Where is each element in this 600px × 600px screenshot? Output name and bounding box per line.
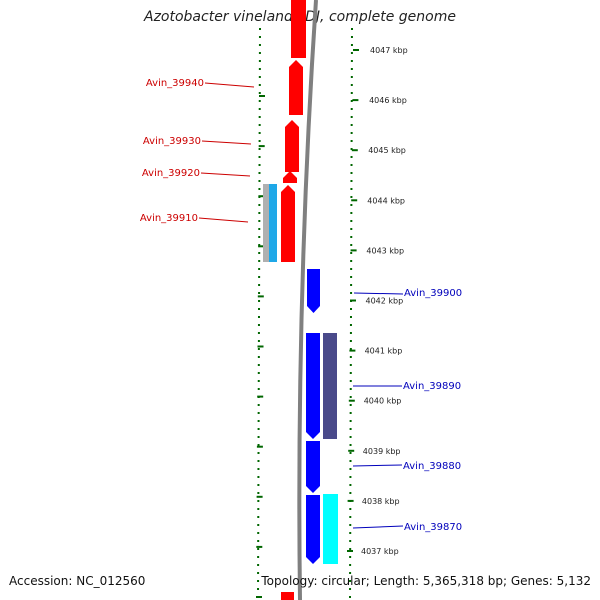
gene-label-avin-39900[interactable]: Avin_39900 [404,288,462,299]
cyan-feature [323,494,338,564]
reverse-strand-features [306,269,338,564]
leader-avin-39940 [204,82,255,88]
kbp-tick-label: 4043 kbp [366,246,404,255]
leader-avin-39870 [352,525,404,529]
forward-cds-avin-39930 [285,120,299,172]
leader-avin-39910 [198,217,249,223]
forward-strand-features [281,0,306,600]
gene-label-avin-39870[interactable]: Avin_39870 [404,522,462,533]
kbp-tick-label: 4037 kbp [361,547,399,556]
reverse-cds-avin-39890 [306,333,320,439]
accession-text: Accession: NC_012560 [9,574,146,588]
kbp-tick-label: 4040 kbp [364,397,402,406]
reverse-cds-avin-39900 [307,269,320,313]
left-track-features [263,184,277,262]
ruler-tick-marks [256,95,265,598]
kbp-tick-label: 4042 kbp [366,297,404,306]
leader-avin-39920 [200,172,251,177]
kbp-tick-label: 4038 kbp [362,497,400,506]
forward-cds-top [291,0,306,58]
left-dotted-ruler [257,27,261,599]
light-blue-feature [269,184,277,262]
reverse-cds-avin-39870 [306,495,320,564]
dark-slate-feature [323,333,337,439]
grey-feature [263,184,269,262]
forward-cds-bottom [281,592,294,600]
forward-gene-labels: Avin_39940 Avin_39930 Avin_39920 Avin_39… [140,78,255,224]
leader-avin-39930 [201,140,252,145]
leader-avin-39900 [353,292,404,295]
genome-backbone [297,0,318,600]
gene-label-avin-39890[interactable]: Avin_39890 [403,381,461,392]
gene-label-avin-39920[interactable]: Avin_39920 [142,168,200,179]
kbp-tick-label: 4046 kbp [369,96,407,105]
gene-label-avin-39880[interactable]: Avin_39880 [403,461,461,472]
gene-label-avin-39930[interactable]: Avin_39930 [143,136,201,147]
forward-cds-avin-39920 [283,171,297,183]
gene-label-avin-39940[interactable]: Avin_39940 [146,78,204,89]
kbp-tick-label: 4039 kbp [363,447,401,456]
forward-cds-avin-39940 [289,60,303,115]
gene-label-avin-39910[interactable]: Avin_39910 [140,213,198,224]
reverse-gene-labels: Avin_39900 Avin_39890 Avin_39880 Avin_39… [352,288,462,533]
kbp-scale: 4047 kbp 4046 kbp 4045 kbp 4044 kbp 4043 kbp… [347,46,408,556]
kbp-tick-label: 4044 kbp [367,196,405,205]
reverse-cds-avin-39880 [306,441,320,493]
topology-text: Topology: circular; Length: 5,365,318 bp… [261,574,591,588]
forward-cds-avin-39910 [281,185,295,262]
kbp-tick-label: 4045 kbp [368,146,406,155]
right-dotted-ruler [349,27,353,599]
kbp-tick-label: 4047 kbp [370,46,408,55]
leader-avin-39880 [352,464,403,467]
kbp-tick-label: 4041 kbp [365,347,403,356]
